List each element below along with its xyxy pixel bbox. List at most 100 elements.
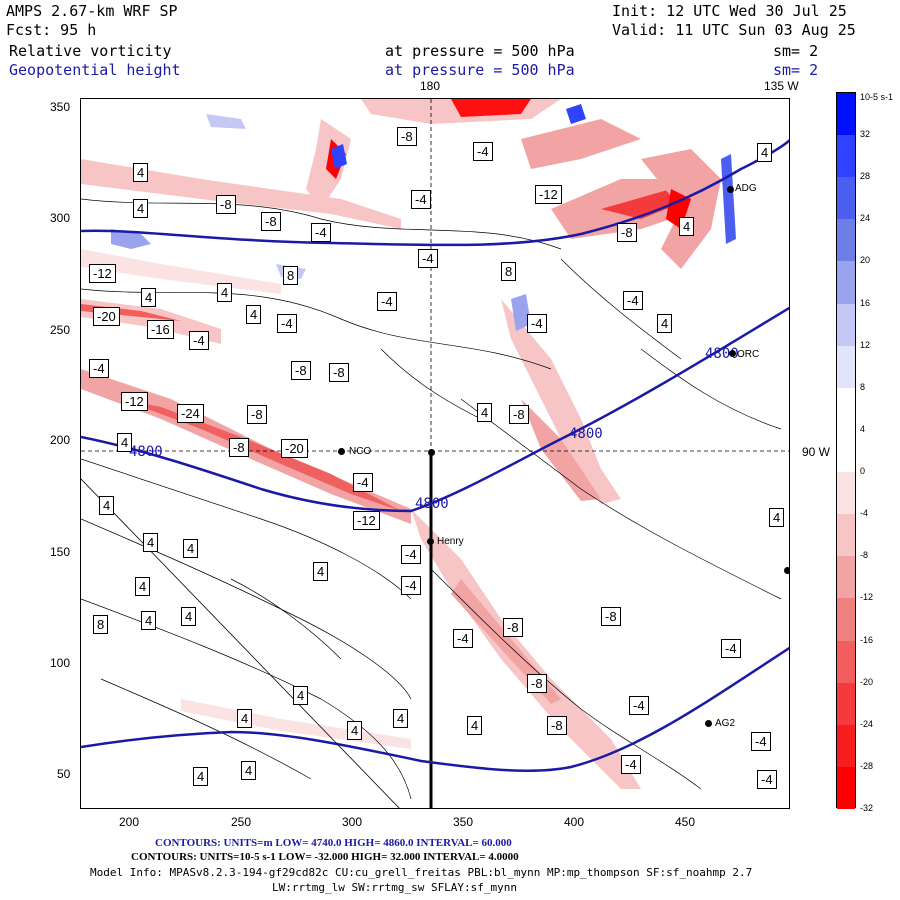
contour-label: -8 <box>503 618 523 637</box>
contour-label: 4 <box>467 716 483 735</box>
station-dot <box>784 567 789 574</box>
contour-label: 4 <box>141 288 157 307</box>
y-tick: 150 <box>50 545 71 559</box>
colorbar-swatch <box>837 640 855 684</box>
contour-label: -12 <box>353 511 380 530</box>
contour-label: 4 <box>141 611 157 630</box>
contour-label: -8 <box>601 607 621 626</box>
contour-label: 4 <box>241 761 257 780</box>
contour-label: -8 <box>229 438 249 457</box>
station-label: ADG <box>735 183 757 194</box>
station-dot <box>428 449 435 456</box>
contour-label: -4 <box>89 359 109 378</box>
station-dot <box>705 720 712 727</box>
colorbar-swatch <box>837 135 855 178</box>
contour-label: 8 <box>93 615 109 634</box>
colorbar-label: -24 <box>860 718 874 729</box>
contour-label: 4 <box>99 496 115 515</box>
colorbar-label: 28 <box>860 171 871 182</box>
y-tick: 250 <box>50 323 71 337</box>
forecast-hour: Fcst: 95 h <box>6 21 97 39</box>
colorbar-label: -28 <box>860 760 874 771</box>
y-tick: 350 <box>50 100 71 114</box>
colorbar-swatch <box>837 429 855 473</box>
contour-label: 4 <box>679 217 695 236</box>
contour-label: -4 <box>473 142 493 161</box>
y-tick: 50 <box>57 767 71 781</box>
x-tick: 300 <box>342 815 363 829</box>
colorbar-swatch <box>837 724 855 768</box>
contour-label: -8 <box>216 195 236 214</box>
x-tick: 200 <box>119 815 140 829</box>
colorbar-unit: 10-5 s-1 <box>860 92 894 102</box>
map-plot-area[interactable]: 4800 4800 4800 4800 NCO Henry AG2 ORC AD… <box>80 98 790 809</box>
contour-label: 4 <box>477 403 493 422</box>
colorbar-swatch <box>837 303 855 347</box>
colorbar-swatch <box>837 556 855 599</box>
colorbar-swatch <box>837 177 855 220</box>
contour-label: -4 <box>277 314 297 333</box>
meridian-label-90w: 90 W <box>802 445 831 459</box>
colorbar-label: 12 <box>860 339 871 350</box>
station-dot <box>427 538 434 545</box>
contour-label: -4 <box>453 629 473 648</box>
contour-label: -16 <box>147 320 174 339</box>
x-tick: 450 <box>675 815 696 829</box>
contour-label: 8 <box>283 266 299 285</box>
contour-label: 4 <box>293 686 309 705</box>
x-tick: 250 <box>231 815 252 829</box>
station-dot <box>338 448 345 455</box>
contour-label: -8 <box>527 674 547 693</box>
map-graphic <box>81 99 789 808</box>
contour-label: -4 <box>311 223 331 242</box>
footer-height-contours: CONTOURS: UNITS=m LOW= 4740.0 HIGH= 4860… <box>155 837 512 849</box>
contour-label: -4 <box>377 292 397 311</box>
contour-label: 4 <box>193 767 209 786</box>
colorbar-swatch <box>837 219 855 262</box>
contour-label: -4 <box>189 331 209 350</box>
colorbar-swatch <box>837 261 855 305</box>
colorbar-swatch <box>837 598 855 642</box>
colorbar-label: -12 <box>860 592 874 603</box>
contour-label: -4 <box>401 545 421 564</box>
colorbar-swatch <box>837 766 855 810</box>
colorbar <box>836 92 856 810</box>
contour-label: -8 <box>397 127 417 146</box>
contour-label: -8 <box>291 361 311 380</box>
colorbar-label: -16 <box>860 634 874 645</box>
colorbar-swatch <box>837 472 855 515</box>
contour-label: 4 <box>135 577 151 596</box>
contour-label: -4 <box>411 190 431 209</box>
contour-label: -20 <box>281 439 308 458</box>
colorbar-label: 20 <box>860 255 871 266</box>
colorbar-label: -20 <box>860 676 874 687</box>
colorbar-label: 0 <box>860 466 866 477</box>
contour-label: -4 <box>757 770 777 789</box>
footer-vorticity-contours: CONTOURS: UNITS=10-5 s-1 LOW= -32.000 HI… <box>131 851 519 863</box>
colorbar-label: -8 <box>860 550 869 561</box>
contour-label: -8 <box>247 405 267 424</box>
contour-label: 4 <box>143 533 159 552</box>
field1-level: at pressure = 500 hPa <box>385 42 575 60</box>
colorbar-swatch <box>837 93 855 136</box>
contour-label: -8 <box>329 363 349 382</box>
meridian-label-135w: 135 W <box>764 79 799 93</box>
colorbar-label: 8 <box>860 381 866 392</box>
contour-label: -12 <box>535 185 562 204</box>
contour-label: -24 <box>177 404 204 423</box>
station-label: AG2 <box>715 718 736 729</box>
y-tick: 200 <box>50 433 71 447</box>
meridian-label-180: 180 <box>420 79 441 93</box>
contour-label: -8 <box>617 223 637 242</box>
station-label: Henry <box>437 536 464 547</box>
height-label: 4800 <box>569 426 603 442</box>
field2-smooth: sm= 2 <box>773 61 819 79</box>
contour-label: -4 <box>621 755 641 774</box>
station-label: ORC <box>737 349 760 360</box>
field2-level: at pressure = 500 hPa <box>385 61 575 79</box>
contour-label: -4 <box>527 314 547 333</box>
colorbar-label: -4 <box>860 508 869 519</box>
colorbar-swatch <box>837 345 855 389</box>
footer-model-info: Model Info: MPASv8.2.3-194-gf29cd82c CU:… <box>90 866 753 879</box>
contour-label: 4 <box>393 709 409 728</box>
